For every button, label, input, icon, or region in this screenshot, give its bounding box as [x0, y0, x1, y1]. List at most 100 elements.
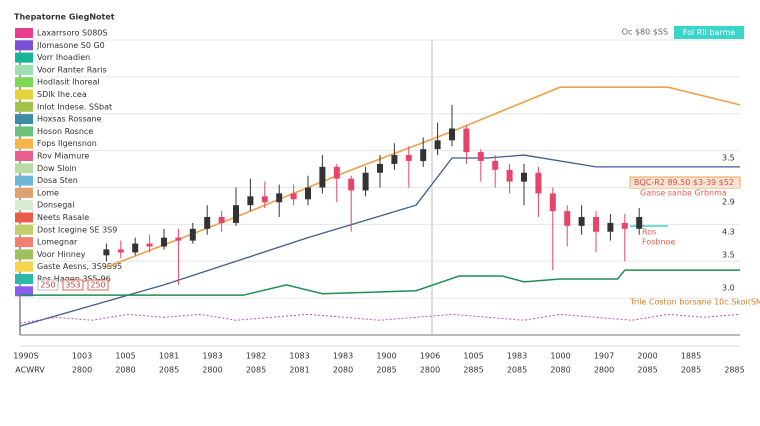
candle-body: [161, 237, 167, 247]
candle-body: [377, 163, 383, 173]
legend-swatch: [15, 237, 33, 248]
x-label-2: 2085: [376, 366, 396, 375]
legend-label: SDlk Ihe.cea: [37, 90, 87, 99]
right-label: 3.0: [722, 284, 735, 293]
candle-body: [492, 160, 499, 170]
legend-swatch: [15, 212, 33, 223]
button[interactable]: Fol Rll barme: [683, 28, 735, 37]
candle-body: [564, 211, 571, 226]
candle-body: [636, 217, 643, 229]
x-label: 1983: [507, 352, 527, 361]
legend-label: Hodlasit Ihoreal: [37, 78, 100, 87]
x-label-2: 2800: [594, 366, 614, 375]
candle-body: [506, 169, 513, 182]
footer-note: Trile Coston borsane 10c.Skoi(SMcpat): [629, 298, 760, 307]
legend-label: Dow Sloin: [37, 164, 77, 173]
legend-swatch: [15, 40, 33, 51]
x-label: 1081: [159, 352, 179, 361]
legend-swatch: [15, 114, 33, 125]
right-label: 2.9: [722, 198, 735, 207]
x-label: 1990S: [13, 352, 38, 361]
candle-body: [218, 217, 225, 223]
candle-body: [117, 249, 124, 253]
legend-label: Donsegal: [37, 201, 74, 210]
legend-swatch: [15, 224, 33, 235]
x-label: 1885: [681, 352, 701, 361]
candle-body: [319, 166, 326, 188]
candle-body: [132, 243, 139, 253]
legend-label: Voor Hinney: [37, 250, 86, 259]
candle-body: [535, 172, 542, 194]
x-label: 1983: [202, 352, 222, 361]
candle-body: [607, 222, 614, 232]
legend-swatch: [15, 151, 33, 161]
candle-body: [146, 243, 153, 247]
right-label: 4.3: [722, 228, 735, 237]
legend-label: Hoson Rosnce: [37, 127, 93, 136]
candle-body: [233, 205, 239, 223]
legend-swatch: [15, 77, 33, 88]
x-label: 1005: [463, 352, 483, 361]
legend-swatch: [15, 126, 33, 137]
candle-body: [348, 178, 355, 191]
x-label-2: 2085: [159, 366, 179, 375]
legend-label: Lome: [37, 188, 59, 197]
chart-title: Thepatorne GiegNotet: [14, 13, 115, 22]
candle-body: [204, 217, 211, 229]
button-bg[interactable]: [674, 26, 744, 39]
x-label-2: 2800: [72, 366, 92, 375]
x-label-2: 2085: [681, 366, 701, 375]
legend-swatch: [15, 64, 33, 75]
candle-body: [333, 166, 340, 179]
candle-body: [521, 172, 527, 182]
badge: [62, 279, 84, 291]
candle-body: [434, 140, 441, 150]
legend-swatch: [15, 28, 33, 38]
candle-body: [593, 217, 599, 232]
legend-swatch: [15, 89, 33, 100]
badge: [87, 279, 109, 291]
candle-body: [189, 228, 196, 241]
x-label-2: 2800: [202, 366, 222, 375]
x-label-2: 2085: [637, 366, 657, 375]
legend-label: Dosa Sten: [37, 176, 78, 185]
candle-body: [261, 196, 268, 203]
legend-label: Dost Icegine SE 3S9: [37, 225, 117, 234]
note: Fosbnoe: [642, 238, 675, 247]
x-label: 1005: [115, 352, 135, 361]
x-label-2: ACWRV: [15, 366, 45, 375]
x-label: 1906: [420, 352, 440, 361]
x-label: 1983: [333, 352, 353, 361]
candle-body: [247, 196, 254, 206]
legend-swatch: [15, 163, 33, 174]
legend-label: Ros Hagen 3S5-96: [37, 275, 111, 284]
x-label-2: 2085: [507, 366, 527, 375]
legend-label: Hoxsas Rossane: [37, 115, 102, 124]
candle-body: [449, 128, 455, 141]
x-label-2: 2885: [463, 366, 483, 375]
legend-label: Vorr Ihoadien: [37, 53, 90, 62]
candle-body: [276, 193, 283, 203]
candle-body: [477, 152, 484, 161]
legend-label: Rov Miamure: [37, 152, 89, 161]
right-label: 3.5: [722, 154, 735, 163]
x-label: 1982: [246, 352, 266, 361]
candle-body: [103, 249, 110, 256]
candle-body: [463, 128, 470, 153]
legend-label: Neets Rasale: [37, 213, 89, 222]
legend-label: Gaste Aesns, 3S9S95: [37, 262, 122, 271]
legend-label: Jlomasone S0 G0: [36, 41, 105, 50]
legend-swatch: [15, 187, 33, 198]
series-line: [20, 269, 740, 296]
series-line: [19, 154, 740, 327]
x-label: 1083: [289, 352, 309, 361]
legend-swatch: [15, 138, 33, 149]
legend-label: Laxarrsoro S080S: [37, 29, 107, 38]
legend-swatch: [15, 274, 33, 284]
series-line: [19, 313, 741, 324]
candle-body: [362, 172, 369, 191]
x-label: 1900: [376, 352, 396, 361]
x-label-2: 2081: [289, 366, 309, 375]
badge-text: 353: [65, 281, 80, 290]
